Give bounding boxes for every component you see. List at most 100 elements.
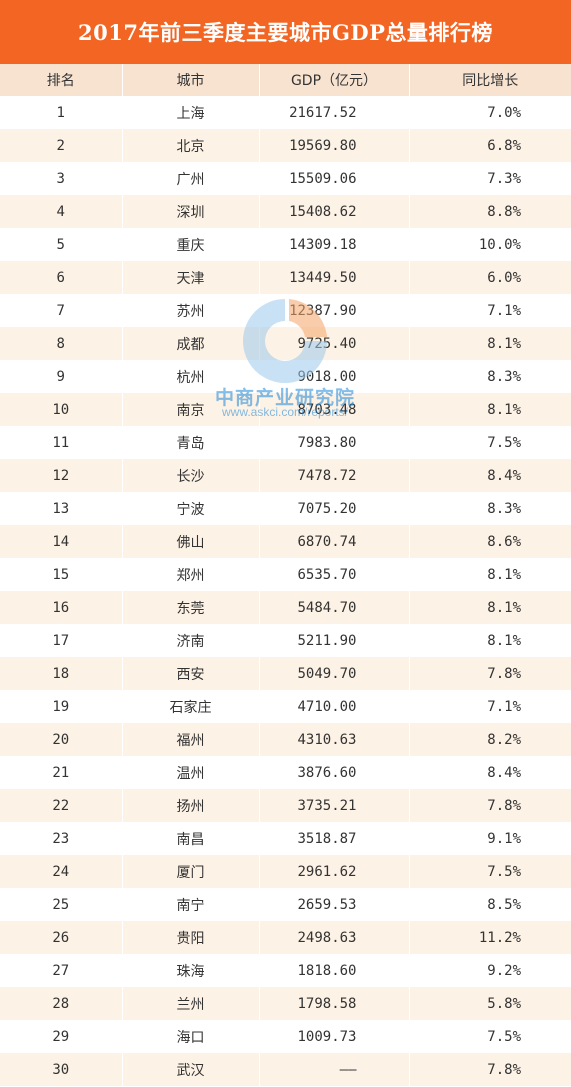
gdp-cell: 12387.90 xyxy=(259,294,410,327)
table-row: 13 宁波 7075.20 8.3% xyxy=(0,492,571,525)
city-cell: 深圳 xyxy=(122,195,260,228)
growth-cell: 8.3% xyxy=(487,368,521,385)
growth-cell: 7.5% xyxy=(487,863,521,880)
table-row: 9 杭州 9018.00 8.3% xyxy=(0,360,571,393)
rank-cell: 25 xyxy=(0,888,123,921)
rank-cell: 11 xyxy=(0,426,123,459)
table-row: 29 海口 1009.73 7.5% xyxy=(0,1020,571,1053)
city-cell: 温州 xyxy=(122,756,260,789)
gdp-cell: 3876.60 xyxy=(259,756,410,789)
rank-cell: 14 xyxy=(0,525,123,558)
rank-cell: 19 xyxy=(0,690,123,723)
gdp-cell: 9725.40 xyxy=(259,327,410,360)
growth-cell: 7.1% xyxy=(487,302,521,319)
rank-cell: 16 xyxy=(0,591,123,624)
growth-cell: 6.8% xyxy=(487,137,521,154)
growth-cell: 7.5% xyxy=(487,1028,521,1045)
rank-cell: 5 xyxy=(0,228,123,261)
table-row: 10 南京 8703.48 8.1% xyxy=(0,393,571,426)
table-row: 26 贵阳 2498.63 11.2% xyxy=(0,921,571,954)
rank-cell: 4 xyxy=(0,195,123,228)
city-cell: 武汉 xyxy=(122,1053,260,1086)
city-cell: 海口 xyxy=(122,1020,260,1053)
gdp-cell: 1798.58 xyxy=(259,987,410,1020)
rank-cell: 12 xyxy=(0,459,123,492)
table-row: 21 温州 3876.60 8.4% xyxy=(0,756,571,789)
page-title: 2017年前三季度主要城市GDP总量排行榜 xyxy=(0,0,571,64)
growth-cell: 8.2% xyxy=(487,731,521,748)
city-cell: 长沙 xyxy=(122,459,260,492)
growth-cell: 11.2% xyxy=(478,929,521,946)
table-row: 17 济南 5211.90 8.1% xyxy=(0,624,571,657)
gdp-cell: 14309.18 xyxy=(259,228,410,261)
gdp-ranking-table: 排名 城市 GDP（亿元） 同比增长 1 上海 21617.52 7.0% 2 北京 195… xyxy=(0,64,571,1086)
growth-cell: 7.8% xyxy=(487,1061,521,1078)
gdp-cell: 5049.70 xyxy=(259,657,410,690)
growth-cell: 8.4% xyxy=(487,467,521,484)
gdp-cell: 19569.80 xyxy=(259,129,410,162)
growth-cell: 7.8% xyxy=(487,665,521,682)
growth-cell: 8.3% xyxy=(487,500,521,517)
growth-cell: 7.3% xyxy=(487,170,521,187)
rank-cell: 21 xyxy=(0,756,123,789)
city-cell: 苏州 xyxy=(122,294,260,327)
city-cell: 重庆 xyxy=(122,228,260,261)
table-row: 18 西安 5049.70 7.8% xyxy=(0,657,571,690)
rank-cell: 3 xyxy=(0,162,123,195)
growth-cell: 10.0% xyxy=(478,236,521,253)
gdp-cell: 2498.63 xyxy=(259,921,410,954)
table-row: 5 重庆 14309.18 10.0% xyxy=(0,228,571,261)
column-header-growth: 同比增长 xyxy=(462,73,519,89)
rank-cell: 20 xyxy=(0,723,123,756)
table-row: 19 石家庄 4710.00 7.1% xyxy=(0,690,571,723)
gdp-cell: —— xyxy=(259,1053,410,1086)
gdp-cell: 15509.06 xyxy=(259,162,410,195)
gdp-cell: 4710.00 xyxy=(259,690,410,723)
table-row: 2 北京 19569.80 6.8% xyxy=(0,129,571,162)
rank-cell: 9 xyxy=(0,360,123,393)
gdp-cell: 5211.90 xyxy=(259,624,410,657)
city-cell: 扬州 xyxy=(122,789,260,822)
table-row: 16 东莞 5484.70 8.1% xyxy=(0,591,571,624)
city-cell: 厦门 xyxy=(122,855,260,888)
column-header-gdp: GDP（亿元） xyxy=(259,64,410,96)
column-header-city: 城市 xyxy=(122,64,260,96)
rank-cell: 28 xyxy=(0,987,123,1020)
gdp-cell: 2659.53 xyxy=(259,888,410,921)
city-cell: 兰州 xyxy=(122,987,260,1020)
growth-cell: 8.1% xyxy=(487,401,521,418)
rank-cell: 1 xyxy=(0,96,123,129)
rank-cell: 8 xyxy=(0,327,123,360)
city-cell: 福州 xyxy=(122,723,260,756)
rank-cell: 2 xyxy=(0,129,123,162)
table-row: 23 南昌 3518.87 9.1% xyxy=(0,822,571,855)
gdp-cell: 1009.73 xyxy=(259,1020,410,1053)
city-cell: 南宁 xyxy=(122,888,260,921)
growth-cell: 8.1% xyxy=(487,632,521,649)
table-row: 12 长沙 7478.72 8.4% xyxy=(0,459,571,492)
city-cell: 珠海 xyxy=(122,954,260,987)
city-cell: 杭州 xyxy=(122,360,260,393)
rank-cell: 26 xyxy=(0,921,123,954)
gdp-cell: 2961.62 xyxy=(259,855,410,888)
gdp-cell: 3735.21 xyxy=(259,789,410,822)
column-header-rank: 排名 xyxy=(0,64,123,96)
rank-cell: 6 xyxy=(0,261,123,294)
city-cell: 郑州 xyxy=(122,558,260,591)
gdp-cell: 6870.74 xyxy=(259,525,410,558)
rank-cell: 15 xyxy=(0,558,123,591)
growth-cell: 6.0% xyxy=(487,269,521,286)
rank-cell: 27 xyxy=(0,954,123,987)
table-row: 25 南宁 2659.53 8.5% xyxy=(0,888,571,921)
rank-cell: 22 xyxy=(0,789,123,822)
growth-cell: 7.1% xyxy=(487,698,521,715)
table-row: 14 佛山 6870.74 8.6% xyxy=(0,525,571,558)
rank-cell: 18 xyxy=(0,657,123,690)
city-cell: 济南 xyxy=(122,624,260,657)
growth-cell: 8.1% xyxy=(487,599,521,616)
growth-cell: 8.5% xyxy=(487,896,521,913)
gdp-cell: 5484.70 xyxy=(259,591,410,624)
city-cell: 天津 xyxy=(122,261,260,294)
city-cell: 东莞 xyxy=(122,591,260,624)
growth-cell: 8.1% xyxy=(487,335,521,352)
